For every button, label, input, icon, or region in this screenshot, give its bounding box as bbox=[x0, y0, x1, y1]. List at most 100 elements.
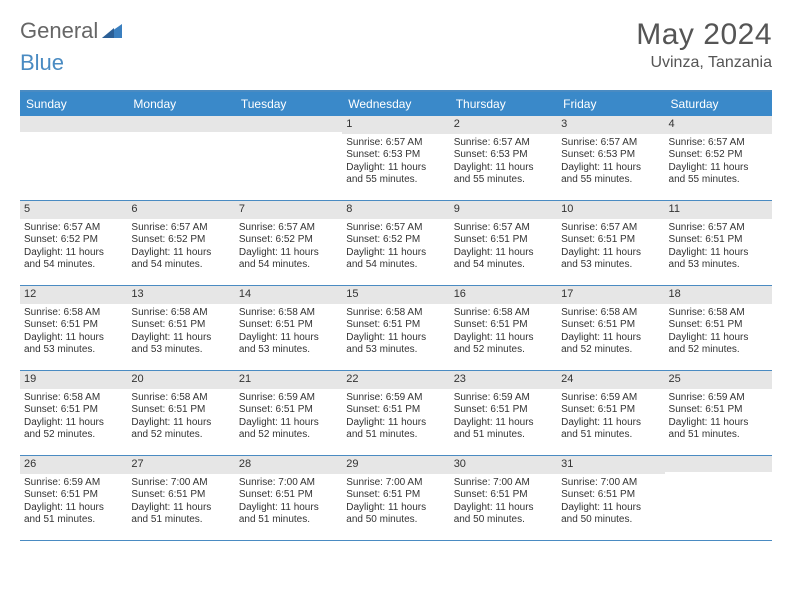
day-line: and 51 minutes. bbox=[669, 429, 768, 442]
day-line: and 55 minutes. bbox=[346, 174, 445, 187]
day-line: Daylight: 11 hours bbox=[239, 247, 338, 260]
day-number: 9 bbox=[450, 201, 557, 219]
day-body: Sunrise: 6:57 AMSunset: 6:51 PMDaylight:… bbox=[450, 219, 557, 274]
day-line: Daylight: 11 hours bbox=[131, 417, 230, 430]
day-cell: 26Sunrise: 6:59 AMSunset: 6:51 PMDayligh… bbox=[20, 456, 127, 540]
day-line: Sunrise: 7:00 AM bbox=[454, 477, 553, 490]
day-body: Sunrise: 6:58 AMSunset: 6:51 PMDaylight:… bbox=[665, 304, 772, 359]
logo: General bbox=[20, 18, 124, 44]
day-body: Sunrise: 6:57 AMSunset: 6:52 PMDaylight:… bbox=[235, 219, 342, 274]
day-line: Sunrise: 7:00 AM bbox=[346, 477, 445, 490]
day-cell: 28Sunrise: 7:00 AMSunset: 6:51 PMDayligh… bbox=[235, 456, 342, 540]
day-line: Daylight: 11 hours bbox=[24, 417, 123, 430]
day-line: Sunrise: 6:57 AM bbox=[346, 137, 445, 150]
day-cell: 27Sunrise: 7:00 AMSunset: 6:51 PMDayligh… bbox=[127, 456, 234, 540]
day-line: and 52 minutes. bbox=[561, 344, 660, 357]
day-number: 13 bbox=[127, 286, 234, 304]
day-header: Monday bbox=[127, 92, 234, 116]
day-number: 20 bbox=[127, 371, 234, 389]
day-line: Sunset: 6:51 PM bbox=[24, 404, 123, 417]
day-line: Sunrise: 6:58 AM bbox=[561, 307, 660, 320]
day-cell bbox=[665, 456, 772, 540]
day-line: Daylight: 11 hours bbox=[131, 247, 230, 260]
day-line: Daylight: 11 hours bbox=[561, 502, 660, 515]
day-line: Sunset: 6:53 PM bbox=[346, 149, 445, 162]
day-number: 18 bbox=[665, 286, 772, 304]
day-line: and 55 minutes. bbox=[669, 174, 768, 187]
day-body: Sunrise: 6:57 AMSunset: 6:52 PMDaylight:… bbox=[342, 219, 449, 274]
day-cell: 2Sunrise: 6:57 AMSunset: 6:53 PMDaylight… bbox=[450, 116, 557, 200]
day-header: Wednesday bbox=[342, 92, 449, 116]
day-number bbox=[665, 456, 772, 472]
day-line: and 53 minutes. bbox=[669, 259, 768, 272]
day-body: Sunrise: 7:00 AMSunset: 6:51 PMDaylight:… bbox=[235, 474, 342, 529]
day-line: Daylight: 11 hours bbox=[669, 247, 768, 260]
day-line: Sunset: 6:51 PM bbox=[454, 489, 553, 502]
day-cell bbox=[20, 116, 127, 200]
day-header-row: Sunday Monday Tuesday Wednesday Thursday… bbox=[20, 92, 772, 116]
day-line: Daylight: 11 hours bbox=[669, 417, 768, 430]
day-line: and 55 minutes. bbox=[454, 174, 553, 187]
day-body: Sunrise: 6:59 AMSunset: 6:51 PMDaylight:… bbox=[557, 389, 664, 444]
day-number: 6 bbox=[127, 201, 234, 219]
day-line: Sunset: 6:53 PM bbox=[561, 149, 660, 162]
day-line: and 52 minutes. bbox=[454, 344, 553, 357]
day-line: Daylight: 11 hours bbox=[454, 247, 553, 260]
day-line: Sunset: 6:51 PM bbox=[561, 234, 660, 247]
day-line: Sunset: 6:52 PM bbox=[24, 234, 123, 247]
day-number: 19 bbox=[20, 371, 127, 389]
day-line: Sunrise: 6:57 AM bbox=[669, 137, 768, 150]
day-line: Sunrise: 6:59 AM bbox=[24, 477, 123, 490]
day-line: Sunrise: 6:57 AM bbox=[131, 222, 230, 235]
day-line: and 52 minutes. bbox=[239, 429, 338, 442]
day-cell: 14Sunrise: 6:58 AMSunset: 6:51 PMDayligh… bbox=[235, 286, 342, 370]
day-line: and 54 minutes. bbox=[346, 259, 445, 272]
day-cell: 17Sunrise: 6:58 AMSunset: 6:51 PMDayligh… bbox=[557, 286, 664, 370]
day-number: 28 bbox=[235, 456, 342, 474]
day-line: Sunrise: 6:58 AM bbox=[454, 307, 553, 320]
day-cell: 18Sunrise: 6:58 AMSunset: 6:51 PMDayligh… bbox=[665, 286, 772, 370]
day-line: Daylight: 11 hours bbox=[239, 332, 338, 345]
day-line: Sunset: 6:51 PM bbox=[561, 489, 660, 502]
day-body: Sunrise: 6:59 AMSunset: 6:51 PMDaylight:… bbox=[20, 474, 127, 529]
day-number: 7 bbox=[235, 201, 342, 219]
day-cell: 13Sunrise: 6:58 AMSunset: 6:51 PMDayligh… bbox=[127, 286, 234, 370]
day-cell: 3Sunrise: 6:57 AMSunset: 6:53 PMDaylight… bbox=[557, 116, 664, 200]
week-row: 26Sunrise: 6:59 AMSunset: 6:51 PMDayligh… bbox=[20, 456, 772, 541]
day-line: Sunrise: 7:00 AM bbox=[131, 477, 230, 490]
day-body: Sunrise: 6:57 AMSunset: 6:53 PMDaylight:… bbox=[450, 134, 557, 189]
day-line: Sunrise: 6:57 AM bbox=[346, 222, 445, 235]
day-line: Daylight: 11 hours bbox=[561, 162, 660, 175]
day-line: Sunset: 6:51 PM bbox=[346, 319, 445, 332]
day-line: and 51 minutes. bbox=[561, 429, 660, 442]
day-line: Daylight: 11 hours bbox=[561, 247, 660, 260]
day-line: Sunrise: 7:00 AM bbox=[239, 477, 338, 490]
day-line: Sunset: 6:53 PM bbox=[454, 149, 553, 162]
day-number: 3 bbox=[557, 116, 664, 134]
day-line: Daylight: 11 hours bbox=[454, 502, 553, 515]
day-body bbox=[20, 132, 127, 137]
day-line: Daylight: 11 hours bbox=[669, 332, 768, 345]
day-cell: 9Sunrise: 6:57 AMSunset: 6:51 PMDaylight… bbox=[450, 201, 557, 285]
day-line: Sunrise: 6:59 AM bbox=[454, 392, 553, 405]
day-number: 1 bbox=[342, 116, 449, 134]
day-line: Daylight: 11 hours bbox=[24, 247, 123, 260]
day-body: Sunrise: 7:00 AMSunset: 6:51 PMDaylight:… bbox=[342, 474, 449, 529]
day-body: Sunrise: 6:57 AMSunset: 6:52 PMDaylight:… bbox=[127, 219, 234, 274]
day-cell: 25Sunrise: 6:59 AMSunset: 6:51 PMDayligh… bbox=[665, 371, 772, 455]
week-row: 1Sunrise: 6:57 AMSunset: 6:53 PMDaylight… bbox=[20, 116, 772, 201]
day-cell: 4Sunrise: 6:57 AMSunset: 6:52 PMDaylight… bbox=[665, 116, 772, 200]
week-row: 5Sunrise: 6:57 AMSunset: 6:52 PMDaylight… bbox=[20, 201, 772, 286]
calendar: Sunday Monday Tuesday Wednesday Thursday… bbox=[20, 90, 772, 541]
day-line: and 54 minutes. bbox=[24, 259, 123, 272]
day-line: and 51 minutes. bbox=[239, 514, 338, 527]
day-header: Tuesday bbox=[235, 92, 342, 116]
day-body: Sunrise: 6:58 AMSunset: 6:51 PMDaylight:… bbox=[20, 304, 127, 359]
day-line: and 50 minutes. bbox=[561, 514, 660, 527]
day-line: Sunrise: 6:57 AM bbox=[669, 222, 768, 235]
day-body: Sunrise: 7:00 AMSunset: 6:51 PMDaylight:… bbox=[557, 474, 664, 529]
day-body bbox=[127, 132, 234, 137]
logo-text-general: General bbox=[20, 18, 98, 44]
week-row: 12Sunrise: 6:58 AMSunset: 6:51 PMDayligh… bbox=[20, 286, 772, 371]
day-line: and 53 minutes. bbox=[131, 344, 230, 357]
